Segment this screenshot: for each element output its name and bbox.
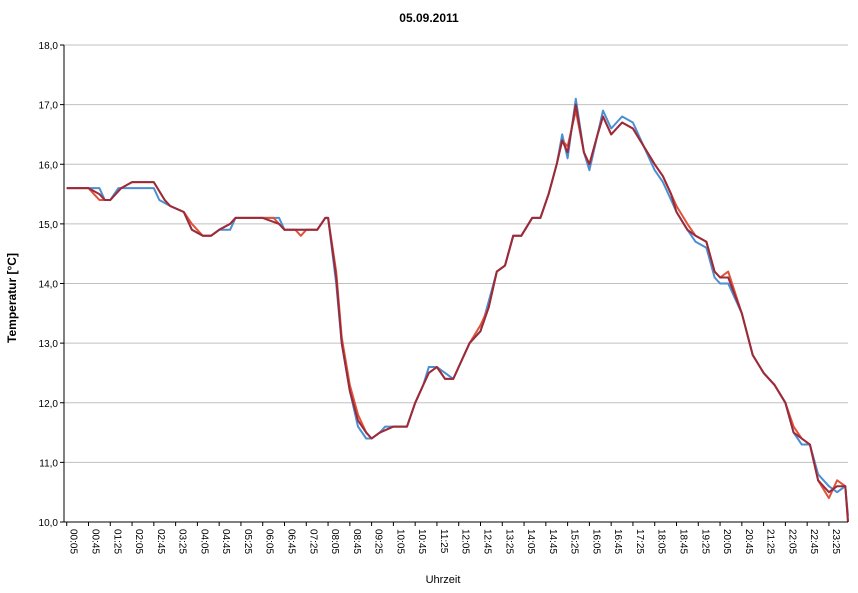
x-tick-label: 03:25	[177, 529, 188, 554]
y-tick-label: 11,0	[39, 458, 58, 469]
x-tick-label: 08:45	[351, 529, 362, 554]
y-tick-label: 10,0	[39, 518, 59, 529]
x-tick-label: 04:45	[220, 529, 231, 554]
x-tick-label: 22:45	[808, 529, 819, 554]
x-tick-label: 01:25	[111, 529, 122, 554]
x-tick-label: 16:45	[612, 529, 623, 554]
x-tick-label: 20:45	[743, 529, 754, 554]
x-tick-label: 18:05	[656, 529, 667, 554]
x-tick-label: 20:05	[721, 529, 732, 554]
x-tick-label: 15:25	[569, 529, 580, 554]
x-tick-label: 02:05	[133, 529, 144, 554]
series-line-3	[66, 103, 849, 523]
x-tick-label: 16:05	[590, 529, 601, 554]
x-tick-label: 12:05	[460, 529, 471, 554]
x-tick-label: 14:45	[547, 529, 558, 554]
x-tick-label: 22:05	[786, 529, 797, 554]
x-tick-label: 00:05	[68, 529, 79, 554]
x-tick-label: 06:45	[286, 529, 297, 554]
x-tick-label: 23:25	[830, 529, 841, 554]
x-axis-label: Uhrzeit	[426, 574, 461, 586]
x-tick-label: 11:25	[438, 529, 449, 554]
x-tick-label: 05:25	[242, 529, 253, 554]
x-tick-label: 17:25	[634, 529, 645, 554]
x-tick-label: 12:45	[482, 529, 493, 554]
y-tick-label: 17,0	[39, 101, 59, 112]
gridlines	[64, 44, 848, 463]
x-tick-label: 14:05	[525, 529, 536, 554]
x-axis-ticks: 00:05 00:45 01:25 02:05 02:45 03:25 04:05 04:45…	[66, 522, 841, 554]
y-tick-label: 16,0	[39, 160, 59, 171]
x-tick-label: 04:05	[198, 529, 209, 554]
x-tick-label: 10:05	[394, 529, 405, 554]
x-tick-label: 07:25	[307, 529, 318, 554]
x-tick-label: 00:45	[90, 529, 101, 554]
y-tick-label: 15,0	[39, 220, 59, 231]
chart-title: 05.09.2011	[399, 11, 459, 25]
y-tick-label: 12,0	[39, 399, 59, 410]
y-tick-label: 14,0	[39, 280, 59, 291]
y-tick-label: 13,0	[39, 339, 59, 350]
x-tick-label: 08:05	[329, 529, 340, 554]
y-tick-label: 18,0	[39, 41, 59, 52]
x-tick-label: 18:45	[678, 529, 689, 554]
x-tick-label: 10:45	[416, 529, 427, 554]
x-tick-label: 02:45	[155, 529, 166, 554]
y-axis-label: Temperatur [°C]	[5, 253, 19, 343]
x-tick-label: 19:25	[699, 529, 710, 554]
x-tick-label: 21:25	[765, 529, 776, 554]
x-tick-label: 06:05	[264, 529, 275, 554]
x-tick-label: 09:25	[373, 529, 384, 554]
data-series	[66, 97, 849, 523]
y-axis-ticks: 10,0 11,0 12,0 13,0 14,0 15,0 16,0 17,0 18,0	[39, 41, 64, 529]
x-tick-label: 13:25	[503, 529, 514, 554]
